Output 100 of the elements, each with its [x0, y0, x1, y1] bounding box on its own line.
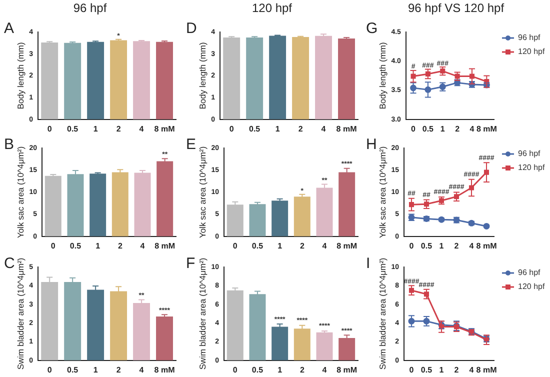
y-axis-title: Yolk sac area (10^4μm²)	[377, 146, 388, 238]
legend-label: 120 hpf	[518, 163, 546, 172]
x-tick-label: 2	[116, 365, 122, 374]
bar	[294, 196, 310, 236]
y-axis-title: Body length (mm)	[197, 42, 208, 110]
x-tick-label: 4	[139, 124, 144, 134]
x-tick-label: 4	[469, 241, 474, 250]
legend-label: 96 hpf	[518, 149, 542, 158]
bar	[67, 174, 84, 236]
y-axis-title: Swim bladder area (10^4μm²)	[15, 258, 26, 370]
x-tick-label: 4	[470, 124, 475, 134]
x-tick-label: 0	[232, 365, 238, 374]
x-tick-label: 0	[409, 241, 414, 250]
x-tick-label: 8 mM	[336, 241, 358, 250]
x-tick-label: 2	[116, 124, 122, 134]
x-tick-label: 1	[96, 241, 101, 250]
x-tick-label: 1	[275, 124, 280, 134]
bar	[226, 290, 244, 360]
x-tick-label: 1	[440, 124, 446, 134]
x-tick-label: 4	[140, 241, 146, 250]
x-tick-label: 8 mM	[154, 124, 176, 134]
x-tick-label: 2	[300, 241, 305, 250]
x-tick-label: 4	[322, 241, 328, 250]
x-tick-label: 0	[232, 241, 238, 250]
x-tick-label: 8 mM	[476, 124, 498, 134]
bar	[316, 332, 333, 360]
bar	[338, 172, 356, 236]
bar	[156, 316, 173, 360]
bar	[44, 176, 62, 236]
x-tick-label: 8 mM	[476, 365, 498, 374]
bar	[272, 200, 288, 236]
x-tick-label: 1	[278, 365, 283, 374]
y-axis-title: Body length (mm)	[377, 42, 388, 110]
x-tick-label: 0.5	[67, 124, 79, 134]
x-tick-label: 0.5	[67, 365, 79, 374]
x-tick-label: 0.5	[420, 241, 433, 250]
legend-label: 96 hpf	[518, 33, 542, 42]
bar	[226, 204, 244, 236]
y-axis-title: Swim bladder area (10^4μm²)	[197, 258, 208, 370]
x-tick-label: 2	[454, 365, 460, 374]
x-tick-label: 2	[454, 241, 460, 250]
x-tick-label: 0.5	[70, 241, 82, 250]
chart-title: E	[186, 136, 196, 153]
x-tick-label: 0	[47, 124, 52, 134]
x-tick-label: 0	[50, 241, 56, 250]
x-tick-label: 2	[118, 241, 123, 250]
chart-title: D	[186, 20, 197, 37]
x-tick-label: 1	[278, 241, 283, 250]
x-tick-label: 2	[298, 124, 304, 134]
x-tick-label: 8 mM	[336, 124, 358, 134]
chart-title: I	[366, 255, 370, 272]
x-tick-label: 0.5	[249, 124, 261, 134]
bar	[112, 172, 128, 236]
bar	[134, 172, 151, 236]
x-tick-label: 0.5	[252, 241, 264, 250]
bar	[294, 328, 310, 360]
bar	[87, 290, 104, 360]
legend-label: 120 hpf	[518, 47, 546, 56]
x-tick-label: 8 mM	[154, 365, 176, 374]
bar	[316, 188, 333, 236]
chart-title: H	[366, 136, 377, 153]
y-axis-title: Body length (mm)	[15, 42, 26, 110]
legend-label: 120 hpf	[518, 282, 546, 292]
chart-subtitle: 96 hpf	[72, 1, 108, 15]
x-tick-label: 2	[300, 365, 305, 374]
chart-title: A	[4, 20, 14, 37]
chart-subtitle: 120 hpf	[250, 1, 294, 15]
bar	[272, 326, 288, 360]
x-tick-label: 0	[229, 124, 234, 134]
legend-label: 96 hpf	[518, 268, 542, 278]
x-tick-label: 4	[139, 365, 144, 374]
x-tick-label: 0.5	[252, 365, 264, 374]
bar	[64, 282, 82, 360]
x-tick-label: 4	[469, 365, 474, 374]
x-tick-label: 8 mM	[154, 241, 176, 250]
y-axis-title: Yolk sac area (10^4μm²)	[197, 146, 208, 238]
x-tick-label: 0.5	[420, 365, 433, 374]
chart-title: G	[366, 20, 378, 37]
x-tick-label: 2	[455, 124, 460, 134]
x-tick-label: 1	[439, 365, 444, 374]
bar	[338, 338, 356, 360]
y-axis-title: Yolk sac area (10^4μm²)	[15, 146, 26, 238]
x-tick-label: 0	[409, 365, 414, 374]
bar	[156, 161, 174, 236]
x-tick-label: 0	[47, 365, 52, 374]
bar	[133, 303, 150, 360]
x-tick-label: 4	[322, 365, 328, 374]
y-axis-title: Swim bladder area (10^4μm²)	[377, 258, 388, 370]
x-tick-label: 0	[411, 124, 416, 134]
chart-subtitle: 96 hpf VS 120 hpf	[406, 1, 506, 15]
bar	[90, 174, 106, 236]
x-tick-label: 1	[93, 365, 98, 374]
x-tick-label: 1	[439, 241, 444, 250]
chart-title: F	[186, 255, 196, 272]
x-tick-label: 8 mM	[476, 241, 498, 250]
x-tick-label: 1	[93, 124, 98, 134]
chart-title: B	[4, 136, 14, 153]
x-tick-label: 0.5	[422, 124, 434, 134]
x-tick-label: 4	[321, 124, 326, 134]
bar	[249, 294, 266, 360]
